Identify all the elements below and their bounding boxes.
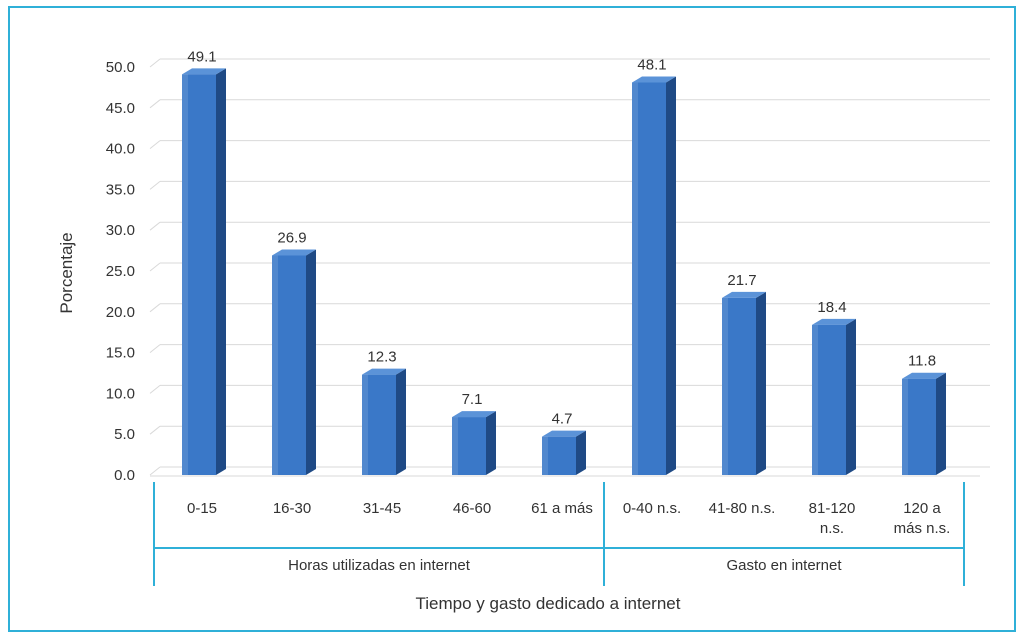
bar-highlight <box>632 82 638 475</box>
y-tick-label: 30.0 <box>106 222 135 239</box>
bar-highlight <box>452 417 458 475</box>
x-axis-title: Tiempo y gasto dedicado a internet <box>416 594 681 613</box>
gridline-depth <box>149 181 161 190</box>
y-tick-label: 20.0 <box>106 304 135 321</box>
bar-front <box>362 374 396 475</box>
bar <box>632 76 676 475</box>
bar <box>182 68 226 476</box>
gridline-depth <box>149 99 161 109</box>
bar <box>542 430 586 475</box>
y-tick-label: 25.0 <box>106 263 135 280</box>
bar-top <box>182 68 226 75</box>
gridline-depth <box>149 425 161 435</box>
gridline-depth <box>149 466 161 476</box>
chart-frame: 0.0 5.0 10.0 15.0 20.0 25.0 30.0 35.0 40.0 45.0 50… <box>8 6 1016 632</box>
data-labels: 49.1 26.9 12.3 7.1 4.7 48.1 21.7 18.4 11.8 <box>187 48 936 427</box>
bar-top <box>722 291 766 298</box>
y-tick-label: 50.0 <box>106 59 135 76</box>
y-tick-label: 35.0 <box>106 181 135 198</box>
y-tick-label: 5.0 <box>114 426 135 443</box>
gridline-depth <box>149 262 161 272</box>
bar-side <box>396 368 406 475</box>
gridline-depth <box>149 344 161 353</box>
data-label: 49.1 <box>187 48 216 65</box>
bar-side <box>576 430 586 475</box>
x-tick-label: 16-30 <box>273 500 311 517</box>
x-tick-label: 61 a más <box>531 500 593 517</box>
bar-front <box>632 82 666 475</box>
bar <box>362 368 406 475</box>
group-label: Horas utilizadas en internet <box>288 557 471 574</box>
x-axis: 0-15 16-30 31-45 46-60 61 a más 0-40 n.s. 41-8… <box>153 482 965 586</box>
data-label: 12.3 <box>367 349 396 366</box>
y-tick-label: 0.0 <box>114 467 135 484</box>
bar <box>272 249 316 475</box>
bar-side <box>756 291 766 475</box>
data-label: 48.1 <box>637 57 666 74</box>
x-tick-label: 41-80 n.s. <box>709 500 776 517</box>
data-label: 26.9 <box>277 229 306 246</box>
bar-top <box>452 411 496 418</box>
bar-front <box>902 378 936 475</box>
bar-side <box>216 68 226 476</box>
y-axis-title: Porcentaje <box>57 232 76 313</box>
bar-front <box>452 417 486 475</box>
bar-highlight <box>272 255 278 475</box>
group-label: Gasto en internet <box>726 557 842 574</box>
bar <box>722 291 766 475</box>
data-label: 18.4 <box>817 299 846 316</box>
y-tick-label: 10.0 <box>106 385 135 402</box>
y-tick-label: 15.0 <box>106 345 135 362</box>
x-tick-label: 46-60 <box>453 500 491 517</box>
bar <box>902 372 946 475</box>
bar-top <box>272 249 316 256</box>
gridline-depth <box>149 303 161 313</box>
x-tick-label: 0-15 <box>187 500 217 517</box>
bar-highlight <box>542 436 548 475</box>
gridline-depth <box>149 385 161 394</box>
bars <box>182 68 946 476</box>
bar <box>452 411 496 475</box>
x-tick-label: 81-120 n.s. <box>809 500 856 537</box>
bar-front <box>722 297 756 475</box>
x-tick-label: 31-45 <box>363 500 401 517</box>
data-label: 21.7 <box>727 272 756 289</box>
data-label: 7.1 <box>462 391 483 408</box>
bar-side <box>486 411 496 475</box>
bar-top <box>362 368 406 375</box>
bar-side <box>846 318 856 475</box>
bar-highlight <box>182 74 188 476</box>
bar-side <box>666 76 676 475</box>
bar-highlight <box>812 324 818 475</box>
bar-side <box>306 249 316 475</box>
bar-side <box>936 372 946 475</box>
x-tick-label: 120 a más n.s. <box>894 500 951 537</box>
data-label: 11.8 <box>908 353 936 370</box>
data-label: 4.7 <box>552 411 573 428</box>
bar <box>812 318 856 475</box>
bar-chart: 0.0 5.0 10.0 15.0 20.0 25.0 30.0 35.0 40.0 45.0 50… <box>57 48 990 613</box>
bar-front <box>542 436 576 475</box>
bar-front <box>182 74 216 476</box>
bar-highlight <box>902 378 908 475</box>
y-tick-label: 45.0 <box>106 100 135 117</box>
gridline-depth <box>149 221 161 231</box>
bar-top <box>902 372 946 379</box>
bar-front <box>812 324 846 475</box>
bar-highlight <box>362 374 368 475</box>
y-tick-label: 40.0 <box>106 141 135 158</box>
bar-highlight <box>722 297 728 475</box>
bar-top <box>812 318 856 325</box>
gridline-depth <box>149 58 161 68</box>
y-axis-ticks: 0.0 5.0 10.0 15.0 20.0 25.0 30.0 35.0 40.0 45.0 50… <box>106 59 135 484</box>
gridline-depth <box>149 140 161 149</box>
bar-top <box>632 76 676 83</box>
bar-front <box>272 255 306 475</box>
x-tick-label: 0-40 n.s. <box>623 500 681 517</box>
bar-top <box>542 430 586 437</box>
